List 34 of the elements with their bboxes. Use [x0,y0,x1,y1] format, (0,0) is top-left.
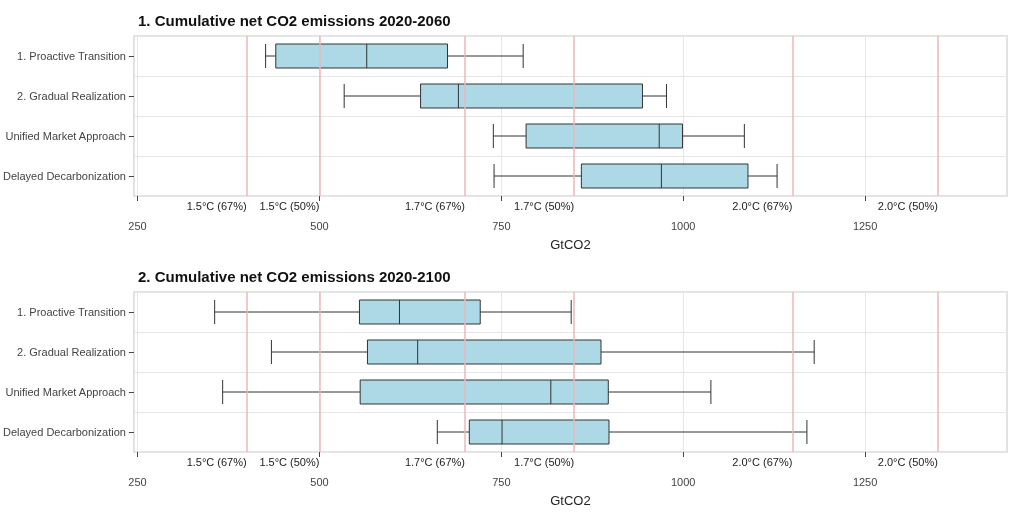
y-tick-label: Delayed Decarbonization [2,170,126,182]
ref-line-label: 2.0°C (67%) [732,199,793,212]
ref-line-label: 2.0°C (67%) [732,455,793,468]
ref-line-label: 2.0°C (50%) [877,199,938,212]
x-tick-label: 1250 [852,219,878,232]
ref-line-label: 1.5°C (67%) [186,455,247,468]
x-tick-label: 1250 [852,475,878,488]
ref-line-label: 1.7°C (67%) [404,455,465,468]
ref-line-label: 1.7°C (50%) [514,199,575,212]
y-tick-label: 2. Gradual Realization [17,90,126,102]
y-tick-label: Unified Market Approach [5,386,126,398]
ref-line-label: 1.5°C (50%) [259,455,320,468]
y-tick-label: 1. Proactive Transition [17,50,126,62]
x-tick-label: 750 [492,475,511,488]
x-tick-label: 1000 [670,475,696,488]
ref-line-label: 1.7°C (50%) [514,455,575,468]
y-tick-label: 1. Proactive Transition [17,306,126,318]
y-tick-label: Delayed Decarbonization [2,426,126,438]
ref-line-label: 1.7°C (67%) [404,199,465,212]
y-tick-label: 2. Gradual Realization [17,346,126,358]
x-axis-title: GtCO2 [550,493,591,508]
x-tick-label: 500 [310,475,329,488]
x-tick-label: 500 [310,219,329,232]
x-axis-title: GtCO2 [550,237,591,252]
y-tick-label: Unified Market Approach [5,130,126,142]
chart-title: 1. Cumulative net CO2 emissions 2020-2060 [138,12,451,29]
x-tick-label: 250 [128,219,147,232]
x-tick-label: 1000 [670,219,696,232]
ref-line-label: 2.0°C (50%) [877,455,938,468]
chart-title: 2. Cumulative net CO2 emissions 2020-2100 [138,268,451,285]
ref-line-label: 1.5°C (50%) [259,199,320,212]
x-tick-label: 250 [128,475,147,488]
x-tick-label: 750 [492,219,511,232]
ref-line-label: 1.5°C (67%) [186,199,247,212]
